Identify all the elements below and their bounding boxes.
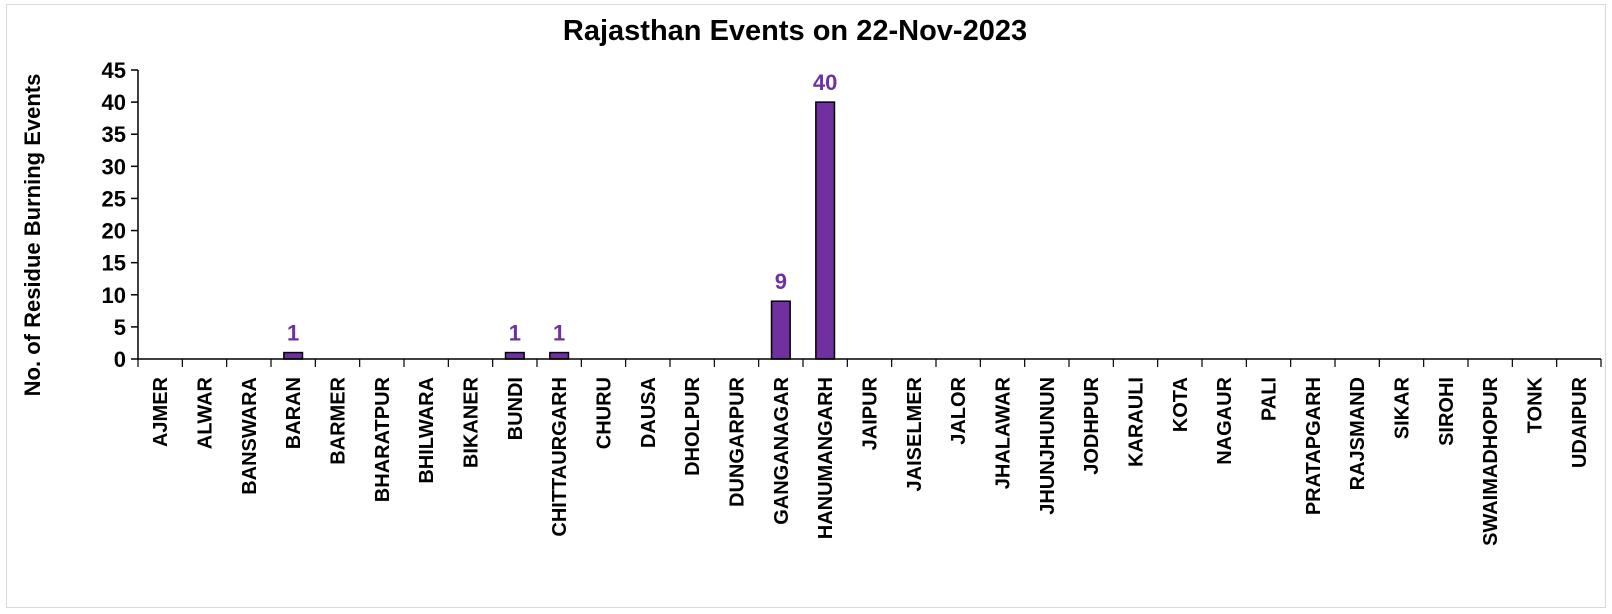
x-tick-label: BANSWARA [239,377,261,495]
x-tick-label: BUNDI [505,377,527,440]
x-tick-label: SWAIMADHOPUR [1480,376,1502,545]
bar [549,351,570,360]
x-tick-label: RAJSMAND [1347,377,1369,490]
y-tick-label: 0 [114,347,126,372]
bar [815,101,836,360]
data-label: 1 [509,321,521,346]
x-tick-label: JHUNJHUNUN [1037,377,1059,515]
x-tick-label: PRATAPGARH [1303,377,1325,515]
x-tick-label: NAGAUR [1214,376,1236,464]
x-tick-label: ALWAR [195,376,217,449]
x-tick-label: JAIPUR [860,376,882,450]
data-label: 9 [775,269,787,294]
data-label: 1 [287,321,299,346]
x-tick-label: PALI [1259,377,1281,421]
y-tick-label: 15 [102,251,126,276]
x-axis [137,358,1602,367]
y-tick-label: 20 [102,219,126,244]
chart-frame [6,4,1606,608]
x-tick-label: BARMER [328,376,350,464]
x-tick-label: GANGANAGAR [771,376,793,524]
y-tick-label: 35 [102,122,126,147]
x-tick-label: CHURU [594,377,616,449]
x-tick-label: HANUMANGARH [815,377,837,539]
x-tick-label: SIROHI [1436,377,1458,446]
data-label: 40 [813,70,837,95]
x-tick-label: JHALAWAR [993,376,1015,489]
x-tick-labels: AJMER ALWAR BANSWARA BARAN BARMER BHARATPUR BH… [150,376,1591,545]
y-axis-label: No. of Residue Burning Events [20,74,45,397]
x-tick-label: BHARATPUR [372,376,394,502]
bar [770,300,791,360]
x-tick-label: AJMER [150,376,172,447]
y-tick-label: 30 [102,154,126,179]
x-tick-label: UDAIPUR [1569,376,1591,468]
y-axis: 0 5 10 15 20 25 30 35 40 45 [102,58,139,372]
x-tick-label: DUNGARPUR [727,376,749,507]
bar [504,351,525,360]
bar [283,351,304,360]
x-tick-label: KARAULI [1126,377,1148,467]
x-tick-label: DAUSA [638,377,660,448]
x-tick-label: JALOR [948,376,970,444]
x-tick-label: TONK [1525,376,1547,433]
x-tick-label: JAISELMER [904,376,926,491]
y-tick-label: 45 [102,58,126,83]
x-tick-label: BHILWARA [416,377,438,484]
data-labels: 1 1 1 9 40 [287,70,837,345]
chart-title: Rajasthan Events on 22-Nov-2023 [563,15,1027,47]
y-tick-label: 5 [114,315,126,340]
x-tick-label: SIKAR [1392,376,1414,439]
y-tick-label: 40 [102,90,126,115]
x-tick-label: BARAN [283,377,305,449]
x-tick-label: BIKANER [461,376,483,468]
y-tick-label: 25 [102,186,126,211]
x-tick-label: CHITTAURGARH [549,377,571,537]
y-tick-label: 10 [102,283,126,308]
x-tick-label: JODHPUR [1081,376,1103,474]
x-tick-label: DHOLPUR [682,376,704,475]
data-label: 1 [553,321,565,346]
x-tick-label: KOTA [1170,377,1192,432]
